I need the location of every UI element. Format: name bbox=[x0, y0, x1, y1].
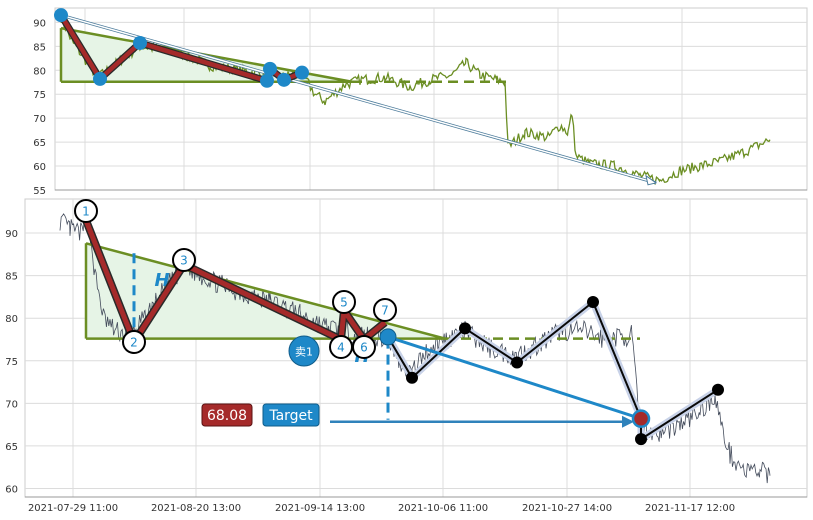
overview-panel: 55 60 65 70 75 80 85 90 bbox=[33, 7, 808, 197]
detail-pattern-point-2 bbox=[122, 330, 146, 354]
detail-sell-target-line bbox=[387, 335, 642, 421]
detail-pattern-point-6 bbox=[352, 335, 376, 359]
overview-y-tick-label: 60 bbox=[33, 162, 46, 173]
detail-projection-point bbox=[635, 433, 647, 446]
overview-pattern-point-3 bbox=[133, 35, 147, 50]
overview-trend-arrow-core bbox=[60, 14, 657, 184]
detail-y-tick-label: 75 bbox=[5, 357, 18, 368]
detail-projection-point bbox=[712, 383, 724, 396]
detail-x-tick-label: 2021-10-27 14:00 bbox=[522, 503, 612, 514]
detail-y-tick-label: 90 bbox=[5, 229, 18, 240]
detail-y-tick-label: 65 bbox=[5, 442, 18, 453]
detail-plot-area bbox=[24, 198, 808, 498]
overview-pattern-point-6 bbox=[277, 72, 291, 87]
overview-pattern-point-5 bbox=[263, 61, 277, 76]
detail-pattern-point-7 bbox=[373, 298, 397, 322]
overview-pattern-point-7 bbox=[295, 65, 309, 80]
detail-x-tick-label: 2021-11-17 12:00 bbox=[645, 503, 735, 514]
overview-y-tick-label: 75 bbox=[33, 90, 46, 101]
overview-y-tick-label: 80 bbox=[33, 66, 46, 77]
detail-pattern-point-1 bbox=[74, 199, 98, 223]
detail-pattern-point-label: 7 bbox=[381, 304, 389, 318]
detail-projection-point bbox=[511, 356, 523, 369]
detail-target-value-box bbox=[201, 403, 253, 427]
overview-trend-arrow-head bbox=[645, 174, 658, 186]
detail-target-marker bbox=[631, 409, 651, 428]
detail-pattern-point-5 bbox=[332, 290, 356, 314]
detail-sell-badge-label: 卖1 bbox=[295, 346, 313, 359]
detail-target-arrow-head bbox=[622, 415, 634, 428]
detail-x-tick-label: 2021-07-29 11:00 bbox=[28, 503, 118, 514]
detail-projection-point bbox=[459, 322, 471, 335]
detail-projection-point bbox=[587, 296, 599, 309]
detail-pattern-point-label: 5 bbox=[340, 296, 348, 310]
detail-y-tick-label: 85 bbox=[5, 272, 18, 283]
detail-x-tick-label: 2021-08-20 13:00 bbox=[151, 503, 241, 514]
detail-target-label-box bbox=[262, 403, 320, 427]
detail-x-tick-label: 2021-10-06 11:00 bbox=[398, 503, 488, 514]
detail-y-tick-label: 80 bbox=[5, 314, 18, 325]
overview-y-tick-label: 65 bbox=[33, 138, 46, 149]
detail-pattern-point-label: 6 bbox=[360, 341, 368, 355]
overview-pattern-point-1 bbox=[54, 8, 68, 23]
overview-y-tick-label: 55 bbox=[33, 186, 46, 197]
detail-target-value: 68.08 bbox=[207, 408, 247, 424]
overview-plot-area bbox=[54, 7, 808, 191]
detail-sell-badge bbox=[288, 335, 320, 367]
detail-pattern-point-label: 4 bbox=[337, 341, 345, 355]
detail-y-tick-label: 70 bbox=[5, 399, 18, 410]
overview-y-tick-label: 85 bbox=[33, 42, 46, 53]
overview-pattern-point-2 bbox=[93, 71, 107, 86]
overview-y-tick-label: 70 bbox=[33, 114, 46, 125]
detail-pattern-point-3 bbox=[172, 248, 196, 272]
overview-pattern-point-4 bbox=[260, 73, 274, 88]
detail-x-tick-label: 2021-09-14 13:00 bbox=[275, 503, 365, 514]
detail-target-label: Target bbox=[268, 408, 313, 424]
detail-y-tick-label: 60 bbox=[5, 484, 18, 495]
detail-breakout-marker bbox=[379, 328, 397, 346]
overview-y-tick-label: 90 bbox=[33, 18, 46, 29]
detail-projection-point bbox=[406, 371, 418, 384]
detail-pattern-point-label: 3 bbox=[180, 254, 188, 268]
detail-pattern-point-label: 1 bbox=[82, 205, 90, 219]
detail-pattern-point-label: 2 bbox=[130, 336, 138, 350]
